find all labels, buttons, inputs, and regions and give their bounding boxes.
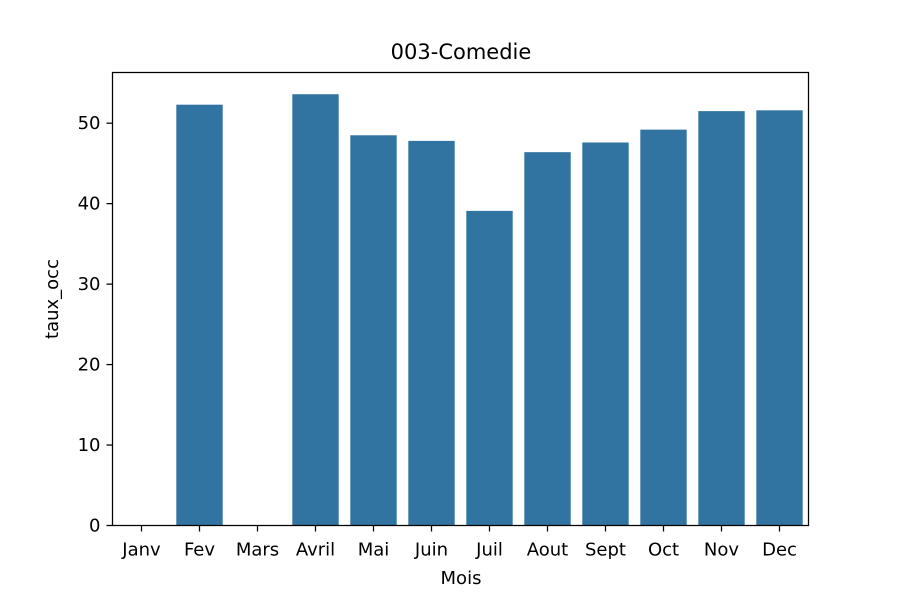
bar-avril — [292, 94, 339, 526]
y-tick-label: 40 — [78, 194, 101, 215]
bar-juil — [466, 210, 513, 526]
plot-frame — [111, 71, 810, 527]
y-axis-label: taux_occ — [42, 259, 63, 339]
x-tick-label: Mai — [358, 540, 390, 561]
x-tick-label: Nov — [704, 540, 739, 561]
x-tick-label: Janv — [121, 540, 161, 561]
y-tick-label: 30 — [78, 274, 101, 295]
x-axis-label: Mois — [441, 568, 482, 589]
x-axis: Janv Fev Mars Avril Mai Juin Juil Aout Sept Oct No… — [121, 525, 797, 561]
chart-title: 003-Comedie — [391, 40, 532, 64]
x-tick-label: Aout — [527, 540, 568, 561]
x-tick-label: Juil — [475, 540, 503, 561]
bar-juin — [408, 140, 455, 526]
bars-group — [176, 94, 803, 526]
bar-nov — [698, 111, 745, 526]
x-tick-label: Oct — [648, 540, 679, 561]
x-tick-label: Avril — [296, 540, 335, 561]
x-tick-label: Sept — [585, 540, 626, 561]
x-tick-label: Fev — [184, 540, 215, 561]
bar-dec — [756, 110, 803, 526]
bar-oct — [640, 129, 687, 526]
bar-mai — [350, 135, 397, 526]
x-tick-label: Dec — [762, 540, 797, 561]
y-tick-label: 0 — [89, 516, 100, 537]
bar-fev — [176, 104, 223, 526]
bar-sept — [582, 142, 629, 526]
bar-aout — [524, 152, 571, 526]
y-tick-label: 20 — [78, 355, 101, 376]
x-tick-label: Mars — [236, 540, 279, 561]
y-tick-label: 10 — [78, 435, 101, 456]
x-tick-label: Juin — [414, 540, 448, 561]
y-tick-label: 50 — [78, 113, 101, 134]
y-axis: 0 10 20 30 40 50 — [78, 113, 113, 537]
